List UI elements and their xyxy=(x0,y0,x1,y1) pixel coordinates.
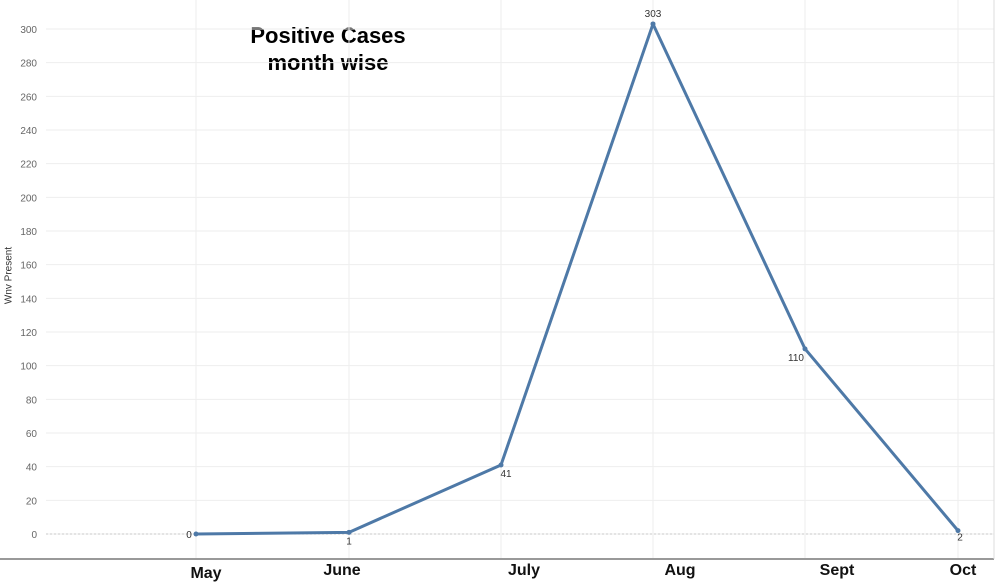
data-label-may: 0 xyxy=(186,530,192,541)
data-point-june xyxy=(346,529,352,535)
data-label-aug: 303 xyxy=(645,9,662,20)
x-tick-label-may: May xyxy=(190,565,221,582)
y-tick-label: 260 xyxy=(20,92,37,103)
y-tick-label: 140 xyxy=(20,294,37,305)
data-point-may xyxy=(193,531,199,537)
series-line xyxy=(195,22,960,536)
data-point-sept xyxy=(802,346,808,352)
data-label-june: 1 xyxy=(346,536,352,547)
y-tick-label: 80 xyxy=(26,395,38,406)
data-label-july: 41 xyxy=(500,469,512,480)
data-point-oct xyxy=(955,528,961,534)
chart-title-line-1: Positive Cases xyxy=(250,23,406,48)
y-tick-label: 160 xyxy=(20,261,37,272)
data-label-sept: 110 xyxy=(788,353,804,364)
y-tick-label: 20 xyxy=(26,496,38,507)
x-tick-label-oct: Oct xyxy=(950,562,977,579)
y-tick-label: 220 xyxy=(20,160,37,171)
y-tick-label: 280 xyxy=(20,59,37,70)
y-tick-label: 300 xyxy=(20,25,37,36)
x-tick-label-aug: Aug xyxy=(664,562,695,579)
y-tick-label: 40 xyxy=(26,463,38,474)
y-tick-label: 240 xyxy=(20,126,37,137)
y-tick-label: 60 xyxy=(26,429,38,440)
data-point-aug xyxy=(650,21,656,27)
y-tick-label: 120 xyxy=(20,328,37,339)
y-tick-label: 0 xyxy=(31,530,37,541)
x-tick-label-july: July xyxy=(508,562,540,579)
data-label-oct: 2 xyxy=(957,533,963,544)
y-tick-label: 180 xyxy=(20,227,37,238)
x-tick-label-sept: Sept xyxy=(820,562,855,579)
y-tick-label: 100 xyxy=(20,362,37,373)
y-tick-label: 200 xyxy=(20,193,37,204)
data-point-july xyxy=(498,462,504,468)
x-tick-label-june: June xyxy=(323,562,360,579)
